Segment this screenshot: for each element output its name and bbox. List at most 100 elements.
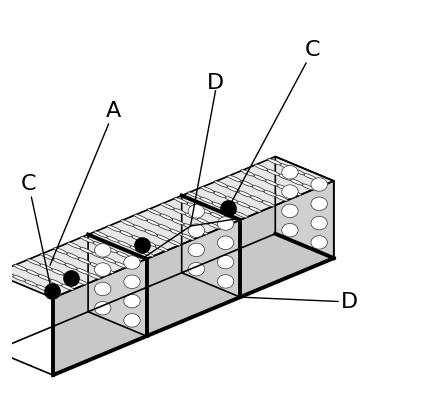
Ellipse shape [52, 258, 65, 265]
Ellipse shape [12, 275, 25, 281]
Ellipse shape [180, 234, 194, 240]
Ellipse shape [169, 229, 182, 235]
Ellipse shape [39, 264, 52, 270]
Ellipse shape [62, 274, 76, 280]
Ellipse shape [214, 181, 227, 187]
Ellipse shape [235, 201, 249, 207]
Ellipse shape [67, 242, 80, 249]
Ellipse shape [154, 245, 167, 251]
Ellipse shape [174, 198, 187, 204]
Ellipse shape [281, 166, 298, 179]
Ellipse shape [200, 187, 214, 193]
Ellipse shape [115, 251, 129, 258]
Text: D: D [240, 292, 357, 312]
Ellipse shape [170, 218, 184, 225]
Ellipse shape [172, 208, 186, 214]
Polygon shape [240, 181, 333, 297]
Ellipse shape [301, 184, 314, 190]
Ellipse shape [265, 169, 279, 175]
Ellipse shape [310, 216, 327, 230]
Ellipse shape [185, 202, 199, 209]
Ellipse shape [117, 241, 131, 247]
Ellipse shape [89, 263, 102, 269]
Ellipse shape [254, 164, 267, 171]
Ellipse shape [54, 248, 67, 254]
Ellipse shape [222, 207, 236, 213]
Ellipse shape [194, 228, 207, 235]
Ellipse shape [140, 251, 154, 257]
Ellipse shape [14, 265, 27, 271]
Point [138, 242, 145, 248]
Ellipse shape [87, 273, 101, 279]
Text: C: C [228, 40, 320, 208]
Ellipse shape [64, 263, 77, 270]
Ellipse shape [167, 239, 181, 246]
Ellipse shape [252, 175, 266, 181]
Ellipse shape [212, 191, 226, 198]
Ellipse shape [281, 204, 298, 218]
Ellipse shape [123, 294, 140, 308]
Ellipse shape [209, 212, 222, 218]
Ellipse shape [105, 236, 119, 242]
Ellipse shape [217, 236, 233, 249]
Ellipse shape [217, 255, 233, 269]
Ellipse shape [262, 190, 276, 196]
Ellipse shape [107, 225, 120, 232]
Ellipse shape [273, 195, 287, 201]
Ellipse shape [314, 178, 327, 184]
Ellipse shape [249, 196, 262, 202]
Ellipse shape [195, 218, 209, 224]
Ellipse shape [188, 224, 204, 237]
Ellipse shape [188, 243, 204, 257]
Ellipse shape [281, 185, 298, 198]
Ellipse shape [237, 191, 251, 197]
Ellipse shape [160, 203, 174, 209]
Ellipse shape [119, 230, 132, 237]
Ellipse shape [220, 217, 234, 223]
Ellipse shape [123, 275, 140, 288]
Ellipse shape [100, 267, 114, 274]
Ellipse shape [144, 229, 157, 236]
Ellipse shape [147, 209, 160, 215]
Ellipse shape [159, 213, 172, 220]
Ellipse shape [94, 301, 111, 315]
Ellipse shape [275, 184, 289, 191]
Ellipse shape [250, 185, 264, 191]
Ellipse shape [217, 274, 233, 288]
Text: A: A [50, 101, 121, 265]
Ellipse shape [134, 214, 147, 221]
Polygon shape [0, 234, 146, 298]
Ellipse shape [35, 285, 49, 291]
Ellipse shape [239, 180, 252, 187]
Ellipse shape [25, 270, 39, 276]
Ellipse shape [50, 269, 64, 275]
Ellipse shape [210, 202, 224, 208]
Ellipse shape [188, 204, 204, 218]
Polygon shape [181, 157, 333, 220]
Ellipse shape [104, 246, 117, 253]
Ellipse shape [155, 234, 169, 241]
Ellipse shape [49, 279, 62, 285]
Ellipse shape [127, 256, 141, 263]
Ellipse shape [224, 196, 237, 202]
Ellipse shape [142, 240, 156, 247]
Ellipse shape [182, 223, 196, 230]
Ellipse shape [114, 262, 127, 268]
Ellipse shape [92, 241, 105, 248]
Ellipse shape [290, 169, 304, 175]
Ellipse shape [120, 220, 134, 226]
Polygon shape [146, 220, 240, 336]
Ellipse shape [130, 235, 144, 242]
Ellipse shape [102, 257, 116, 263]
Ellipse shape [247, 206, 261, 212]
Point [224, 204, 231, 211]
Ellipse shape [267, 159, 281, 165]
Point [48, 288, 55, 294]
Ellipse shape [65, 253, 79, 259]
Ellipse shape [132, 225, 146, 231]
Ellipse shape [310, 236, 327, 249]
Ellipse shape [74, 279, 87, 285]
Ellipse shape [37, 274, 50, 281]
Ellipse shape [77, 258, 91, 264]
Ellipse shape [197, 207, 211, 214]
